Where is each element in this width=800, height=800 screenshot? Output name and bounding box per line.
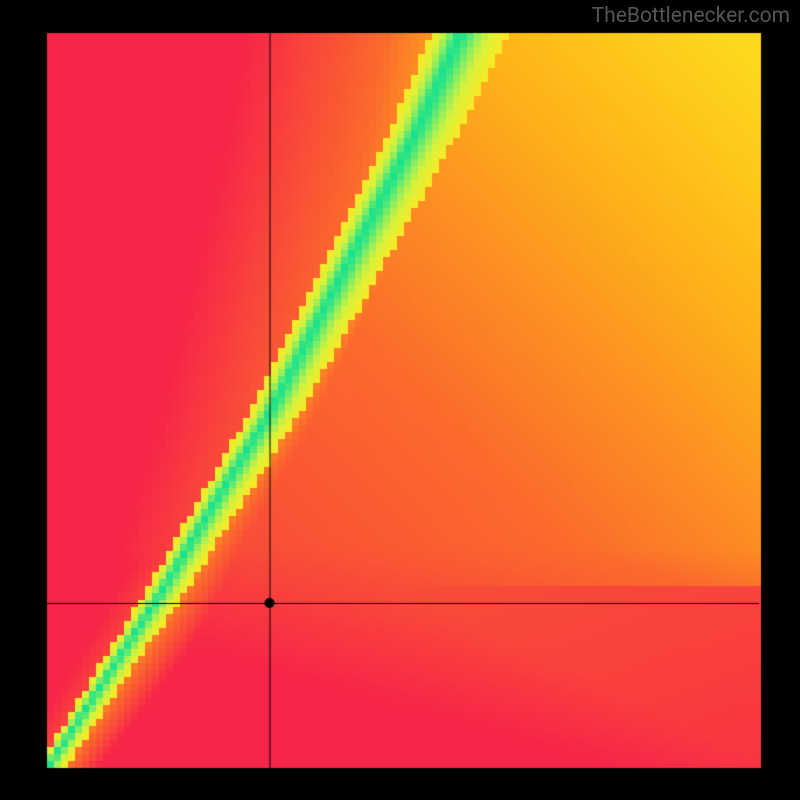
heatmap-canvas — [0, 0, 800, 800]
chart-container: TheBottlenecker.com — [0, 0, 800, 800]
watermark-text: TheBottlenecker.com — [592, 4, 790, 28]
